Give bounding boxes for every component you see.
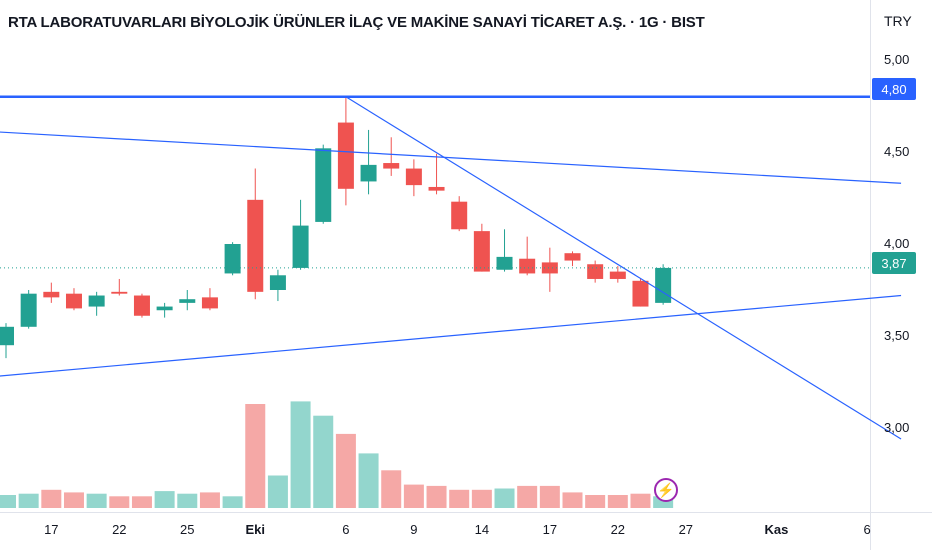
candle-body bbox=[609, 271, 626, 279]
candle-layer bbox=[0, 96, 672, 359]
candle-body bbox=[655, 267, 672, 303]
volume-bar bbox=[267, 475, 288, 508]
candle-body bbox=[43, 291, 60, 298]
x-tick-label: 22 bbox=[112, 522, 127, 537]
volume-bar bbox=[653, 496, 674, 508]
candle-body bbox=[405, 168, 422, 186]
candle-body bbox=[587, 264, 604, 279]
volume-bar bbox=[403, 484, 424, 508]
x-tick-label: 14 bbox=[474, 522, 490, 537]
candle-body bbox=[20, 293, 37, 327]
lower-trendline bbox=[0, 294, 902, 377]
volume-bar bbox=[381, 470, 402, 508]
x-tick-label: 9 bbox=[410, 522, 418, 537]
volume-bar bbox=[41, 489, 62, 508]
volume-bar bbox=[426, 485, 447, 508]
volume-bar bbox=[109, 496, 130, 508]
candle-body bbox=[179, 299, 196, 303]
y-tick-label: 4,50 bbox=[884, 144, 910, 159]
x-tick-label: Eki bbox=[245, 522, 266, 537]
x-tick-label: 25 bbox=[180, 522, 195, 537]
volume-bar bbox=[131, 496, 152, 508]
candle-body bbox=[632, 280, 649, 307]
candle-body bbox=[156, 306, 173, 311]
volume-bar bbox=[585, 495, 606, 508]
volume-bar bbox=[630, 493, 651, 508]
volume-bar bbox=[86, 493, 107, 508]
candle-body bbox=[0, 326, 14, 346]
x-tick-label: 6 bbox=[342, 522, 350, 537]
volume-bar bbox=[222, 496, 243, 508]
volume-bar bbox=[290, 401, 311, 508]
candle-body bbox=[315, 148, 332, 222]
candle-body bbox=[451, 201, 468, 230]
candle-body bbox=[88, 295, 105, 307]
x-tick-label: Kas bbox=[764, 522, 789, 537]
volume-bar bbox=[449, 489, 470, 508]
candle-body bbox=[247, 199, 264, 292]
volume-bar bbox=[494, 488, 515, 508]
candle-body bbox=[65, 293, 82, 309]
currency-label[interactable]: TRY bbox=[884, 13, 912, 29]
candle-body bbox=[269, 275, 286, 290]
y-tick-label: 3,00 bbox=[884, 420, 910, 435]
candle-body bbox=[383, 163, 400, 169]
resistance-price-tag: 4,80 bbox=[872, 78, 916, 100]
lightning-bolt-icon[interactable]: ⚡ bbox=[654, 478, 678, 502]
volume-bar bbox=[154, 491, 175, 508]
candle-body bbox=[541, 262, 558, 274]
volume-bar bbox=[245, 404, 266, 508]
volume-bar bbox=[562, 492, 583, 508]
x-tick-label: 17 bbox=[542, 522, 558, 537]
volume-bar bbox=[177, 493, 198, 508]
candle-body bbox=[337, 122, 354, 189]
candle-body bbox=[224, 244, 241, 274]
upper-trendline bbox=[0, 131, 902, 184]
volume-bar bbox=[18, 493, 39, 508]
volume-bar bbox=[0, 495, 16, 508]
drawing-layer bbox=[0, 95, 902, 440]
candle-body bbox=[292, 225, 309, 268]
volume-bar bbox=[63, 492, 84, 508]
x-tick-label: 22 bbox=[610, 522, 626, 537]
symbol-title[interactable]: RTA LABORATUVARLARI BİYOLOJİK ÜRÜNLER İL… bbox=[8, 14, 705, 31]
volume-bar bbox=[539, 485, 560, 508]
candle-body bbox=[201, 297, 218, 309]
candle-body bbox=[564, 253, 581, 261]
y-tick-label: 5,00 bbox=[884, 52, 910, 67]
volume-bar bbox=[358, 453, 379, 508]
candle-body bbox=[496, 256, 513, 270]
candle-body bbox=[360, 164, 377, 182]
x-tick-label: 27 bbox=[678, 522, 694, 537]
x-tick-label: 17 bbox=[44, 522, 59, 537]
candle-body bbox=[133, 295, 150, 316]
y-tick-label: 3,50 bbox=[884, 328, 910, 343]
volume-layer bbox=[0, 401, 674, 508]
candle-body bbox=[473, 231, 490, 272]
volume-bar bbox=[607, 495, 628, 508]
falling-trendline bbox=[345, 96, 902, 440]
y-tick-label: 4,00 bbox=[884, 236, 910, 251]
volume-bar bbox=[471, 489, 492, 508]
candle-body bbox=[428, 186, 445, 191]
volume-bar bbox=[199, 492, 220, 508]
volume-bar bbox=[313, 415, 334, 508]
x-tick-label: 6 bbox=[863, 522, 871, 537]
candle-body bbox=[519, 258, 536, 274]
volume-bar bbox=[335, 433, 356, 508]
volume-bar bbox=[517, 485, 538, 508]
candle-body bbox=[111, 291, 128, 294]
last-price-tag: 3,87 bbox=[872, 252, 916, 274]
